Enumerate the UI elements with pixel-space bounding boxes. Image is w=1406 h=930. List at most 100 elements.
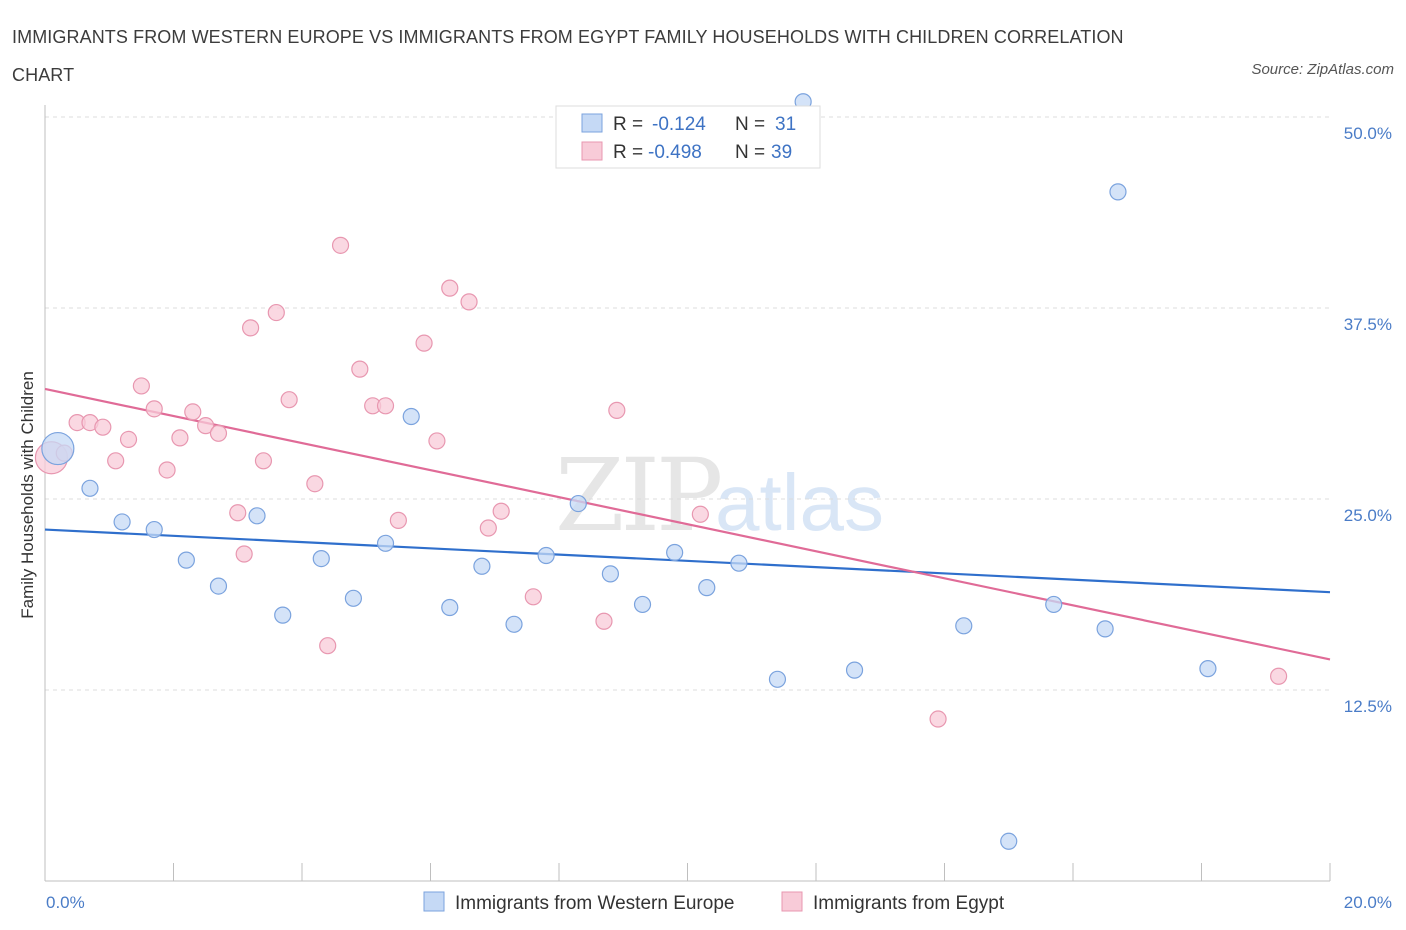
point-western-europe-6: [248, 507, 266, 525]
point-western-europe-8: [312, 549, 330, 568]
point-egypt-23: [351, 360, 369, 378]
point-western-europe-7: [274, 606, 292, 624]
point-egypt-25: [376, 397, 395, 415]
bottom-legend-swatch-egypt: [781, 891, 803, 912]
point-western-europe-19: [666, 543, 684, 562]
legend-r-label-1: R =: [613, 114, 643, 135]
point-egypt-13: [209, 424, 228, 442]
trend-line-egypt: [44, 387, 1331, 661]
point-egypt-5: [107, 452, 125, 470]
point-western-europe-30: [1199, 660, 1217, 678]
point-egypt-9: [158, 461, 176, 479]
x-tick-label-end: 20.0%: [1344, 893, 1392, 912]
point-egypt-19: [280, 391, 298, 409]
legend-n-label-1: N =: [735, 114, 765, 135]
point-egypt-26: [389, 511, 407, 529]
point-egypt-28: [428, 432, 446, 450]
watermark-atlas: atlas: [715, 458, 884, 547]
point-egypt-27: [415, 334, 433, 352]
series-legend: Immigrants from Western Europe Immigrant…: [423, 891, 1005, 914]
point-egypt-17: [254, 452, 273, 470]
stats-legend: R = -0.124 N = 31 R = -0.498 N = 39: [555, 105, 821, 169]
data-points: [34, 93, 1288, 850]
point-egypt-37: [929, 710, 947, 728]
point-egypt-12: [197, 417, 215, 435]
y-tick-labels: 12.5% 25.0% 37.5% 50.0%: [1344, 124, 1392, 716]
point-western-europe-12: [441, 598, 459, 617]
point-egypt-16: [242, 319, 260, 337]
point-egypt-8: [145, 400, 163, 418]
legend-n-label-2: N =: [735, 142, 765, 163]
point-western-europe-16: [569, 494, 587, 513]
point-western-europe-24: [845, 661, 864, 679]
point-egypt-7: [132, 377, 150, 395]
watermark: ZIP atlas: [555, 437, 884, 554]
point-western-europe-14: [505, 615, 523, 633]
chart-title: IMMIGRANTS FROM WESTERN EUROPE VS IMMIGR…: [12, 27, 1124, 85]
point-western-europe-26: [1000, 832, 1018, 850]
point-western-europe-20: [698, 579, 716, 597]
watermark-zip: ZIP: [555, 437, 720, 554]
point-western-europe-0: [41, 431, 75, 466]
x-tick-labels: 0.0% 20.0%: [46, 893, 1392, 912]
bottom-legend-label-egypt: Immigrants from Egypt: [813, 893, 1005, 914]
bottom-legend-swatch-western-europe: [423, 891, 445, 912]
legend-n-value-1: 31: [775, 114, 796, 135]
point-egypt-32: [492, 502, 510, 520]
point-western-europe-4: [177, 551, 195, 569]
point-western-europe-18: [633, 595, 652, 614]
axes: [44, 105, 1331, 882]
bottom-legend-label-western-europe: Immigrants from Western Europe: [455, 893, 734, 914]
legend-n-value-2: 39: [771, 142, 792, 163]
point-western-europe-25: [955, 617, 973, 635]
point-egypt-20: [306, 475, 324, 493]
y-tick-label-1: 25.0%: [1344, 506, 1392, 525]
point-egypt-4: [94, 418, 112, 436]
point-egypt-21: [319, 637, 337, 655]
point-egypt-14: [229, 504, 247, 522]
point-egypt-15: [235, 545, 253, 563]
point-western-europe-27: [1045, 595, 1063, 614]
point-egypt-31: [479, 519, 497, 537]
y-tick-label-2: 37.5%: [1344, 315, 1392, 334]
gridlines: [45, 116, 1330, 691]
point-egypt-34: [595, 612, 613, 630]
point-egypt-6: [119, 430, 138, 449]
y-tick-label-0: 12.5%: [1344, 697, 1392, 716]
point-western-europe-11: [402, 407, 420, 426]
point-egypt-35: [608, 401, 626, 419]
point-egypt-29: [441, 279, 459, 297]
point-egypt-36: [691, 505, 709, 523]
point-egypt-10: [171, 429, 189, 447]
legend-swatch-western-europe: [581, 113, 603, 133]
legend-swatch-egypt: [581, 141, 603, 161]
point-egypt-33: [524, 588, 542, 606]
point-western-europe-9: [344, 589, 362, 607]
x-tick-label-start: 0.0%: [46, 893, 85, 912]
point-western-europe-15: [537, 546, 555, 565]
point-egypt-18: [267, 303, 285, 322]
point-egypt-30: [460, 293, 478, 311]
legend-r-label-2: R =: [613, 142, 643, 163]
source-credit: Source: ZipAtlas.com: [1251, 61, 1394, 78]
point-western-europe-28: [1096, 620, 1114, 638]
y-axis-label: Family Households with Children: [18, 371, 37, 619]
point-egypt-11: [184, 403, 202, 421]
point-western-europe-17: [601, 565, 620, 583]
legend-r-value-2: -0.498: [648, 142, 702, 163]
y-tick-label-3: 50.0%: [1344, 124, 1392, 143]
point-western-europe-1: [81, 479, 99, 497]
point-western-europe-3: [145, 520, 163, 539]
point-western-europe-5: [209, 577, 228, 595]
point-western-europe-21: [730, 554, 748, 572]
point-western-europe-13: [473, 557, 491, 575]
point-western-europe-2: [113, 513, 131, 531]
point-western-europe-10: [376, 534, 395, 552]
trend-lines: [44, 387, 1331, 661]
point-egypt-22: [331, 236, 350, 254]
point-western-europe-29: [1109, 183, 1127, 201]
legend-r-value-1: -0.124: [652, 114, 706, 135]
point-egypt-38: [1269, 667, 1288, 685]
trend-line-western-europe: [44, 528, 1331, 594]
